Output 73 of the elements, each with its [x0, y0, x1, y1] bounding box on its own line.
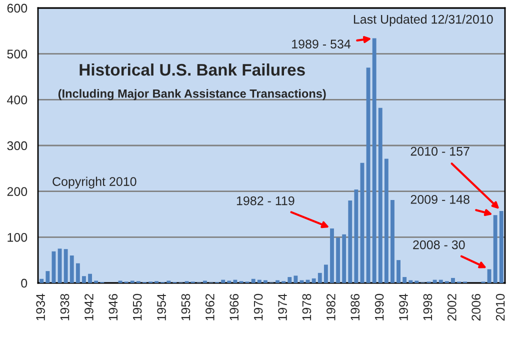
x-tick-label: 2010: [496, 294, 505, 321]
bar: [233, 280, 238, 283]
x-tick-label: 1934: [36, 294, 45, 320]
annotation: 2010 - 157: [410, 146, 470, 156]
x-tick-label: 1982: [326, 294, 336, 320]
bar: [438, 280, 443, 283]
bar: [348, 200, 352, 283]
bar: [251, 278, 256, 283]
x-tick-label: 1946: [108, 294, 118, 320]
bar: [396, 260, 400, 283]
annotation: 1989 - 534: [292, 40, 351, 48]
bar: [390, 200, 394, 283]
y-tick-label: 300: [7, 141, 28, 150]
bar: [76, 263, 80, 283]
annotation: 2008 - 30: [413, 240, 465, 250]
x-tick-label: 1962: [206, 294, 214, 320]
bar: [312, 278, 316, 283]
text: (Including Major Bank Assistance Transactions): [58, 89, 326, 100]
x-tick-label: 1994: [399, 294, 408, 320]
bar: [336, 238, 340, 283]
bar: [46, 271, 50, 283]
bar: [88, 274, 92, 283]
x-tick-label: 2006: [472, 294, 481, 321]
bar: [288, 277, 292, 283]
x-tick-label: 1978: [302, 294, 312, 320]
x-tick-label: 1998: [423, 294, 432, 320]
y-tick-label: 400: [7, 95, 28, 104]
annotation: Copyright 2010: [52, 176, 136, 188]
x-tick-label: 1990: [374, 294, 384, 320]
x-tick-label: 1942: [84, 294, 94, 320]
x-tick-label: 2002: [447, 294, 456, 321]
bar: [432, 280, 437, 283]
x-tick-label: 1938: [60, 294, 70, 320]
bar: [354, 190, 358, 283]
x-tick-label: 1970: [254, 294, 263, 320]
bar: [221, 280, 226, 283]
x-tick-label: 1954: [157, 294, 166, 320]
bar: [276, 280, 280, 283]
bar: [372, 38, 376, 283]
y-tick-label: 100: [8, 232, 28, 242]
bar: [82, 276, 86, 283]
x-tick-label: 1986: [350, 294, 360, 320]
bar: [366, 68, 370, 283]
x-tick-label: 1974: [278, 294, 287, 320]
y-tick-label: 600: [7, 4, 28, 13]
bar: [402, 277, 407, 283]
annotation: Last Updated 12/31/2010: [354, 14, 493, 26]
y-tick-label: 0: [21, 278, 28, 288]
y-tick-label: 500: [7, 50, 28, 58]
bar: [330, 228, 334, 283]
bar: [70, 256, 74, 283]
x-tick-label: 1966: [230, 294, 239, 320]
bar: [318, 272, 322, 283]
bar: [324, 264, 328, 283]
bar: [263, 280, 268, 283]
bar: [64, 249, 68, 283]
bar: [40, 278, 44, 283]
annotation: 2009 - 148: [410, 195, 470, 204]
bar: [378, 108, 382, 283]
y-tick-label: 200: [7, 187, 28, 196]
bar: [499, 211, 504, 283]
x-tick-label: 1950: [132, 294, 142, 320]
bar: [294, 276, 298, 283]
bar: [257, 280, 262, 283]
annotation: 1982 - 119: [236, 196, 294, 206]
bar: [451, 278, 455, 283]
x-tick-label: 1958: [181, 294, 190, 320]
bar: [493, 215, 498, 283]
bar: [342, 234, 346, 283]
bar: [408, 280, 413, 283]
bar: [384, 158, 388, 283]
bar: [306, 280, 310, 283]
text: Historical U.S. Bank Failures: [80, 63, 305, 76]
